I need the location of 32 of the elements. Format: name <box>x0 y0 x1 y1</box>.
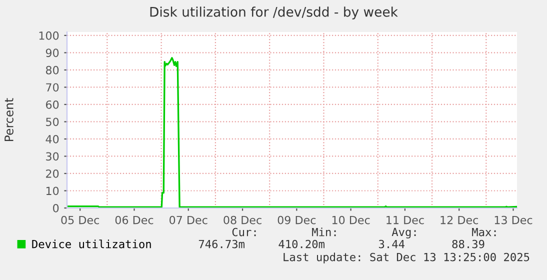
x-tick-label: 05 Dec <box>61 216 99 224</box>
x-tick-label: 08 Dec <box>224 216 262 224</box>
x-tick-label: 10 Dec <box>332 216 370 224</box>
x-tick-label: 06 Dec <box>115 216 154 224</box>
text: 3.44 <box>378 240 404 248</box>
text: Min: <box>312 228 336 236</box>
x-tick-label: 12 Dec <box>440 216 478 224</box>
y-tick-label: 50 <box>46 118 59 126</box>
text: Last update: Sat Dec 13 13:25:00 2025 <box>284 252 530 264</box>
x-tick-label: 07 Dec <box>170 216 208 224</box>
y-tick-label: 0 <box>53 204 59 212</box>
y-tick-label: 60 <box>46 100 59 109</box>
chart-title: Disk utilization for /dev/sdd - by week <box>150 6 398 20</box>
text: Avg: <box>392 228 416 238</box>
y-tick-label: 40 <box>46 134 59 144</box>
x-tick-label: 11 Dec <box>386 216 424 224</box>
y-tick-label: 20 <box>46 169 59 178</box>
y-tick-label: 10 <box>46 186 59 196</box>
text: 410.20m <box>278 240 324 248</box>
text: Cur: <box>232 228 256 236</box>
x-tick-label: 13 Dec <box>494 216 532 224</box>
text: Max: <box>472 228 496 236</box>
y-tick-label: 100 <box>39 31 59 40</box>
y-tick-label: 80 <box>46 66 59 74</box>
y-axis-title: Percent <box>4 98 14 142</box>
text: 88.39 <box>452 240 484 248</box>
x-tick-label: 09 Dec <box>278 216 316 224</box>
y-tick-label: 30 <box>46 152 59 161</box>
text: 746.73m <box>198 240 244 248</box>
y-tick-label: 70 <box>46 83 59 92</box>
y-tick-label: 90 <box>46 48 59 58</box>
legend-label: Device utilization <box>32 240 151 248</box>
